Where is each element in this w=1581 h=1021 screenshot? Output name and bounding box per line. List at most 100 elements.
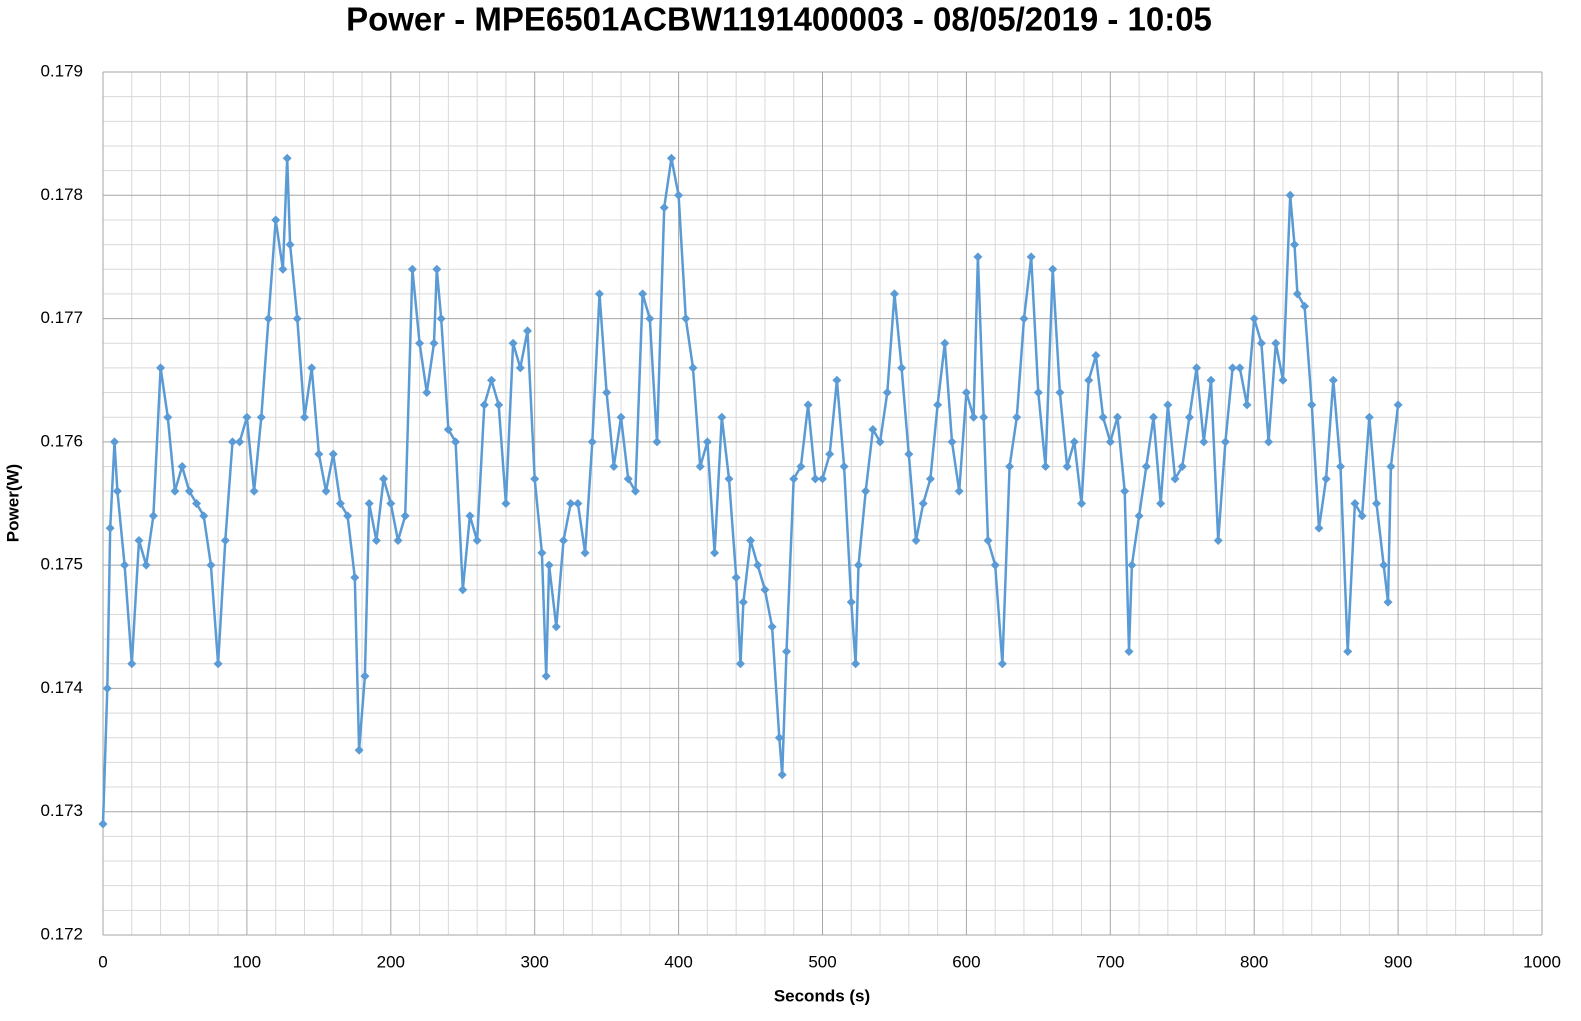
data-marker (263, 314, 273, 324)
data-marker (1134, 511, 1144, 521)
data-marker (638, 289, 648, 299)
data-marker (112, 486, 122, 496)
y-tick-label: 0.178 (40, 185, 83, 204)
data-marker (443, 425, 453, 435)
data-marker (1343, 646, 1353, 656)
chart-title: Power - MPE6501ACBW1191400003 - 08/05/20… (346, 1, 1212, 38)
data-marker (177, 462, 187, 472)
data-marker (501, 499, 511, 508)
y-tick-label: 0.172 (40, 924, 83, 943)
data-marker (1041, 462, 1051, 472)
data-marker (278, 264, 288, 274)
data-marker (1156, 499, 1166, 508)
data-marker (979, 412, 989, 422)
data-marker (731, 572, 741, 582)
data-marker (1228, 363, 1238, 373)
data-marker (724, 474, 734, 484)
data-marker (1235, 363, 1245, 373)
x-tick-label: 400 (664, 952, 692, 971)
data-marker (1264, 437, 1274, 447)
y-tick-label: 0.177 (40, 308, 83, 327)
data-marker (386, 499, 396, 508)
data-marker (1105, 437, 1115, 447)
data-marker (314, 449, 324, 459)
data-marker (558, 535, 568, 545)
data-marker (861, 486, 871, 496)
data-marker (623, 474, 633, 484)
data-marker (767, 622, 777, 632)
data-marker (299, 412, 309, 422)
data-marker (1278, 375, 1288, 385)
y-tick-label: 0.175 (40, 555, 83, 574)
data-marker (832, 375, 842, 385)
data-marker (1048, 264, 1058, 274)
data-marker (228, 437, 238, 447)
data-marker (1062, 462, 1072, 472)
data-marker (666, 153, 676, 163)
data-marker (566, 499, 576, 508)
data-marker (1383, 597, 1393, 607)
data-marker (249, 486, 259, 496)
data-marker (400, 511, 410, 521)
data-marker (925, 474, 935, 484)
data-marker (335, 499, 345, 508)
data-marker (407, 264, 417, 274)
data-marker (184, 486, 194, 496)
data-marker (875, 437, 885, 447)
data-marker (432, 264, 442, 274)
data-marker (436, 314, 446, 324)
data-marker (523, 326, 533, 336)
data-marker (1213, 535, 1223, 545)
x-tick-label: 300 (521, 952, 549, 971)
data-marker (710, 548, 720, 558)
data-marker (645, 314, 655, 324)
data-marker (292, 314, 302, 324)
x-tick-label: 100 (233, 952, 261, 971)
data-marker (1271, 338, 1281, 348)
data-marker (674, 190, 684, 200)
data-marker (580, 548, 590, 558)
y-tick-label: 0.179 (40, 61, 83, 80)
data-marker (1192, 363, 1202, 373)
data-marker (307, 363, 317, 373)
data-marker (746, 535, 756, 545)
y-tick-label: 0.176 (40, 431, 83, 450)
data-marker (328, 449, 338, 459)
data-marker (360, 671, 370, 681)
data-marker (868, 425, 878, 435)
data-marker (1386, 462, 1396, 472)
data-marker (1091, 351, 1101, 361)
data-marker (371, 535, 381, 545)
data-marker (882, 388, 892, 398)
data-marker (422, 388, 432, 398)
data-marker (192, 499, 202, 508)
data-marker (1300, 301, 1310, 311)
data-marker (1307, 400, 1317, 410)
data-marker (1249, 314, 1259, 324)
data-marker (973, 252, 983, 262)
data-marker (530, 474, 540, 484)
data-marker (472, 535, 482, 545)
data-marker (602, 388, 612, 398)
data-marker (1199, 437, 1209, 447)
x-tick-label: 800 (1240, 952, 1268, 971)
data-marker (735, 659, 745, 669)
data-marker (796, 462, 806, 472)
data-marker (1321, 474, 1331, 484)
data-marker (1289, 240, 1299, 250)
data-marker (451, 437, 461, 447)
data-marker (429, 338, 439, 348)
data-marker (110, 437, 120, 447)
data-marker (515, 363, 525, 373)
data-marker (458, 585, 468, 595)
data-marker (1069, 437, 1079, 447)
data-marker (350, 572, 360, 582)
data-marker (354, 745, 364, 755)
data-marker (102, 683, 112, 693)
data-marker (1350, 499, 1360, 508)
data-marker (609, 462, 619, 472)
data-marker (148, 511, 158, 521)
data-marker (1206, 375, 1216, 385)
data-marker (573, 499, 583, 508)
